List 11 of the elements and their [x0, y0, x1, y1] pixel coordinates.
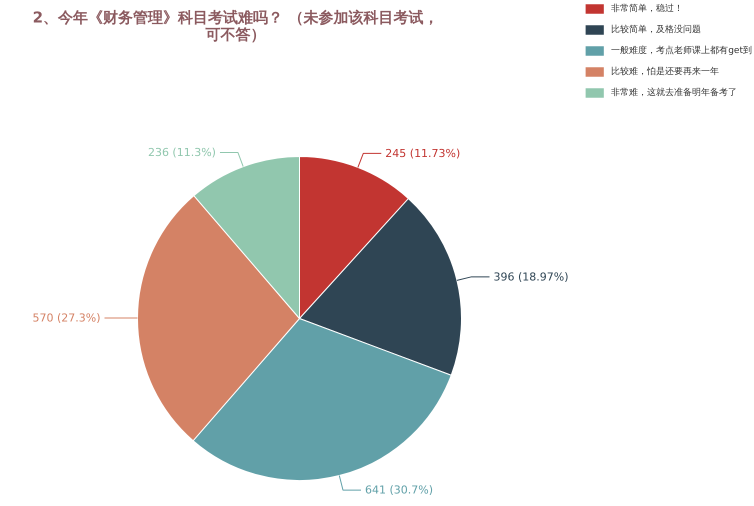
data-label: 570 (27.3%) [32, 311, 101, 324]
legend-label: 比较简单，及格没问题 [611, 24, 702, 36]
text: 2、今年《财务管理》科目考试难吗？ （未参加该科目考试，可不答） [32, 8, 438, 44]
legend-label: 一般难度，考点老师课上都有get到 [611, 44, 752, 57]
data-label: 396 (18.97%) [494, 270, 569, 284]
legend-label: 非常简单，稳过！ [611, 2, 684, 15]
data-label: 641 (30.7%) [364, 484, 434, 497]
legend-label: 非常难，这就去准备明年备考了 [611, 86, 738, 99]
legend-label: 比较难，怕是还要再来一年 [611, 66, 720, 78]
data-label: 236 (11.3%) [148, 146, 216, 160]
data-label: 245 (11.73%) [385, 146, 460, 160]
